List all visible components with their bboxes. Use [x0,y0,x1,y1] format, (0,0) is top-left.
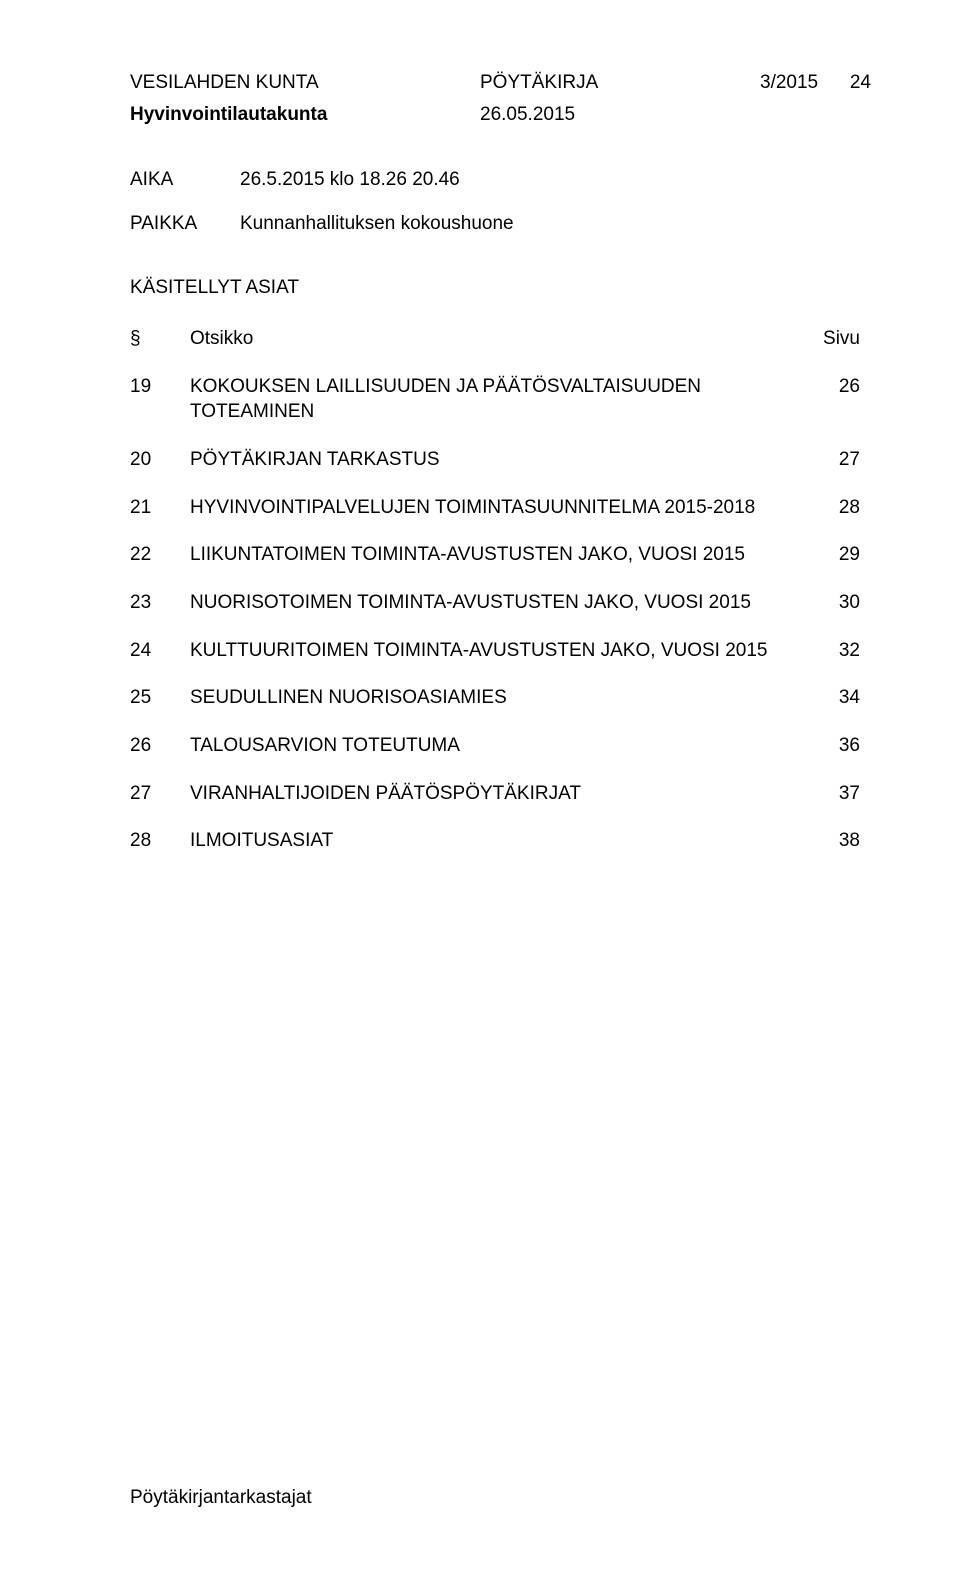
item-title[interactable]: LIIKUNTATOIMEN TOIMINTA-AVUSTUSTEN JAKO,… [190,542,800,568]
table-head: § Otsikko Sivu [130,326,860,352]
footer: Pöytäkirjantarkastajat [130,1485,312,1511]
doc-number: 3/2015 [760,72,818,93]
item-num: 26 [130,733,190,759]
item-page: 38 [800,828,860,854]
item-num: 28 [130,828,190,854]
header-number: 3/2015 24 [760,70,871,96]
item-title[interactable]: SEUDULLINEN NUORISOASIAMIES [190,685,800,711]
table-row: 22 LIIKUNTATOIMEN TOIMINTA-AVUSTUSTEN JA… [130,542,860,568]
board-name: Hyvinvointilautakunta [130,102,480,128]
table-row: 20 PÖYTÄKIRJAN TARKASTUS 27 [130,447,860,473]
header-org: VESILAHDEN KUNTA [130,70,480,96]
item-num: 25 [130,685,190,711]
header-row: VESILAHDEN KUNTA PÖYTÄKIRJA 3/2015 24 [130,70,860,96]
item-num: 27 [130,781,190,807]
spacer [130,199,860,211]
th-symbol: § [130,326,190,352]
paikka-label: PAIKKA [130,211,240,237]
paikka-value: Kunnanhallituksen kokoushuone [240,211,860,237]
page: VESILAHDEN KUNTA PÖYTÄKIRJA 3/2015 24 Hy… [0,0,960,1571]
item-page: 28 [800,495,860,521]
paikka-row: PAIKKA Kunnanhallituksen kokoushuone [130,211,860,237]
table-row: 26 TALOUSARVION TOTEUTUMA 36 [130,733,860,759]
item-page: 26 [800,374,860,425]
top-page: 24 [850,72,871,93]
item-page: 36 [800,733,860,759]
item-num: 19 [130,374,190,425]
item-title[interactable]: KOKOUKSEN LAILLISUUDEN JA PÄÄTÖSVALTAISU… [190,374,800,425]
item-title[interactable]: NUORISOTOIMEN TOIMINTA-AVUSTUSTEN JAKO, … [190,590,800,616]
table-row: 23 NUORISOTOIMEN TOIMINTA-AVUSTUSTEN JAK… [130,590,860,616]
item-page: 34 [800,685,860,711]
item-num: 24 [130,638,190,664]
table-row: 25 SEUDULLINEN NUORISOASIAMIES 34 [130,685,860,711]
aika-row: AIKA 26.5.2015 klo 18.26 20.46 [130,167,860,193]
item-page: 37 [800,781,860,807]
table-row: 19 KOKOUKSEN LAILLISUUDEN JA PÄÄTÖSVALTA… [130,374,860,425]
item-page: 32 [800,638,860,664]
item-title[interactable]: KULTTUURITOIMEN TOIMINTA-AVUSTUSTEN JAKO… [190,638,800,664]
aika-value: 26.5.2015 klo 18.26 20.46 [240,167,860,193]
th-page: Sivu [800,326,860,352]
table-row: 28 ILMOITUSASIAT 38 [130,828,860,854]
table-row: 21 HYVINVOINTIPALVELUJEN TOIMINTASUUNNIT… [130,495,860,521]
item-title[interactable]: ILMOITUSASIAT [190,828,800,854]
aika-label: AIKA [130,167,240,193]
item-num: 20 [130,447,190,473]
item-title[interactable]: TALOUSARVION TOTEUTUMA [190,733,800,759]
item-num: 23 [130,590,190,616]
item-title[interactable]: VIRANHALTIJOIDEN PÄÄTÖSPÖYTÄKIRJAT [190,781,800,807]
item-num: 22 [130,542,190,568]
table-row: 24 KULTTUURITOIMEN TOIMINTA-AVUSTUSTEN J… [130,638,860,664]
item-title[interactable]: HYVINVOINTIPALVELUJEN TOIMINTASUUNNITELM… [190,495,800,521]
sub-row: Hyvinvointilautakunta 26.05.2015 [130,102,860,128]
table-row: 27 VIRANHALTIJOIDEN PÄÄTÖSPÖYTÄKIRJAT 37 [130,781,860,807]
section-title: KÄSITELLYT ASIAT [130,275,860,301]
meeting-date: 26.05.2015 [480,102,860,128]
item-page: 29 [800,542,860,568]
header-doctype: PÖYTÄKIRJA [480,70,760,96]
item-num: 21 [130,495,190,521]
item-page: 30 [800,590,860,616]
item-title[interactable]: PÖYTÄKIRJAN TARKASTUS [190,447,800,473]
item-page: 27 [800,447,860,473]
th-title: Otsikko [190,326,800,352]
